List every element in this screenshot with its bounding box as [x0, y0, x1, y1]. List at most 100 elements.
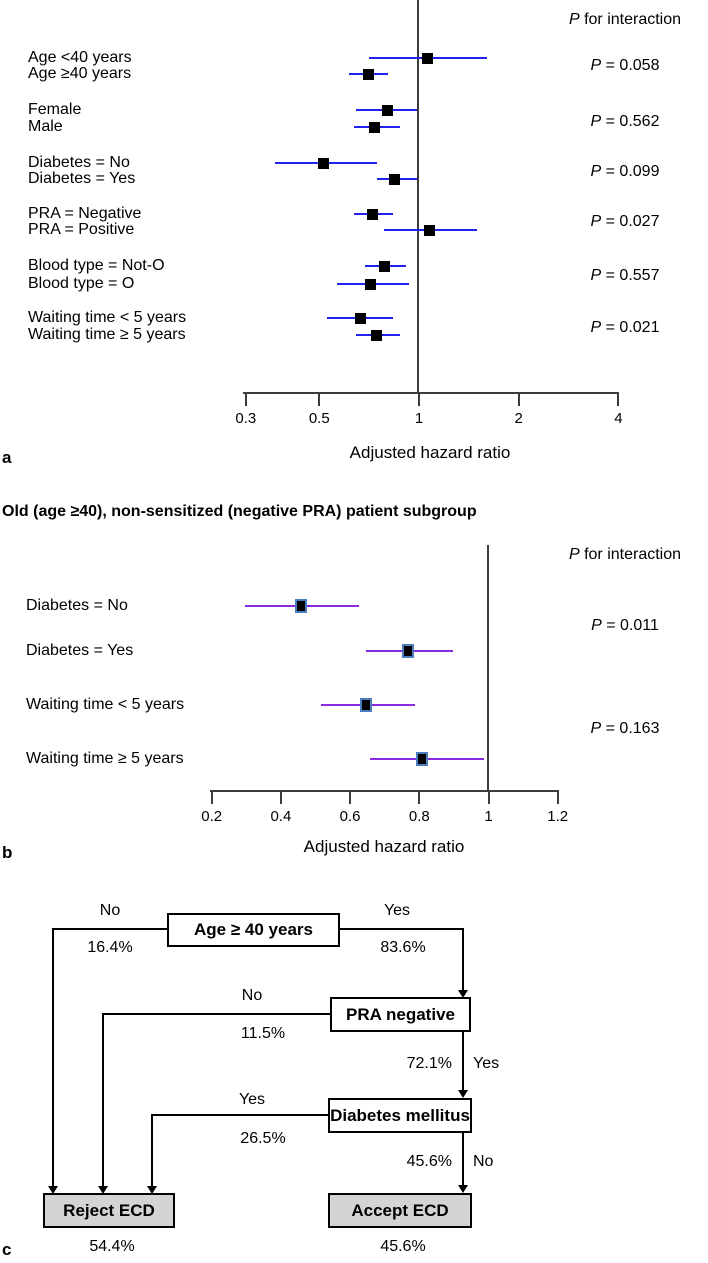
- edge-age-no-pct: 16.4%: [87, 939, 133, 956]
- edge-age-yes-answer: Yes: [383, 902, 411, 919]
- point-estimate-marker: [369, 121, 381, 133]
- edge-age-yes-vline: [462, 928, 464, 991]
- x-axis-tick-label: 0.6: [339, 808, 361, 825]
- x-axis-tick: [418, 790, 421, 804]
- point-estimate-marker: [415, 752, 428, 766]
- arrow-into-reject-3: [147, 1186, 157, 1194]
- p-value-label: P = 0.021: [590, 319, 660, 336]
- edge-dm-no-answer: No: [473, 1153, 494, 1170]
- reference-line: [417, 0, 419, 393]
- forest-row-label: PRA = Negative: [28, 205, 142, 222]
- panel-b-letter: b: [2, 843, 13, 862]
- x-axis-line: [210, 790, 559, 792]
- edge-pra-yes-answer: Yes: [473, 1055, 500, 1072]
- forest-row-label: Diabetes = No: [26, 597, 128, 614]
- forest-row-label: Male: [28, 118, 63, 135]
- edge-pra-no-hline: [102, 1013, 330, 1015]
- arrow-into-pra: [458, 990, 468, 998]
- p-for-interaction-header: P for interaction: [568, 546, 682, 563]
- arrow-into-diabetes: [458, 1090, 468, 1098]
- point-estimate-marker: [367, 208, 379, 220]
- p-value-label: P = 0.027: [590, 213, 660, 230]
- forest-row-label: Female: [28, 101, 82, 118]
- p-value-label: P = 0.163: [590, 720, 660, 737]
- forest-row-label: Age <40 years: [28, 49, 132, 66]
- tree-node-age: Age ≥ 40 years: [167, 913, 340, 947]
- edge-age-no-hline: [52, 928, 167, 930]
- x-axis-tick: [418, 392, 420, 406]
- edge-dm-no-vline: [462, 1133, 464, 1186]
- x-axis-tick-label: 1.2: [547, 808, 569, 825]
- x-axis-tick: [617, 392, 620, 406]
- x-axis-tick: [279, 790, 282, 804]
- panel-c-letter: c: [2, 1240, 12, 1259]
- p-value-label: P = 0.011: [591, 617, 659, 634]
- edge-dm-yes-vline: [151, 1114, 153, 1187]
- forest-row-label: Diabetes = Yes: [28, 170, 136, 187]
- point-estimate-marker: [423, 224, 435, 236]
- tree-node-diabetes: Diabetes mellitus: [328, 1098, 472, 1133]
- forest-row-label: Age ≥40 years: [28, 65, 132, 82]
- forest-row-label: Blood type = O: [28, 275, 135, 292]
- x-axis-tick-label: 0.4: [270, 808, 292, 825]
- point-estimate-marker: [360, 698, 373, 712]
- edge-dm-no-pct: 45.6%: [406, 1153, 452, 1170]
- edge-pra-yes-pct: 72.1%: [406, 1055, 452, 1072]
- p-for-interaction-header: P for interaction: [568, 11, 682, 28]
- edge-pra-no-answer: No: [241, 987, 263, 1004]
- x-axis-tick: [210, 790, 213, 804]
- forest-row-label: PRA = Positive: [28, 221, 135, 238]
- x-axis-tick-label: 0.5: [308, 410, 330, 427]
- edge-dm-yes-hline: [151, 1114, 328, 1116]
- point-estimate-marker: [363, 68, 375, 80]
- x-axis-tick-label: 2: [514, 410, 523, 427]
- forest-row-label: Blood type = Not-O: [28, 257, 165, 274]
- x-axis-tick: [487, 790, 490, 804]
- tree-node-pra: PRA negative: [330, 997, 471, 1032]
- panel-a-letter: a: [2, 448, 12, 467]
- x-axis-tick: [244, 392, 247, 406]
- x-axis-tick-label: 0.8: [408, 808, 430, 825]
- point-estimate-marker: [371, 329, 383, 341]
- forest-row-label: Diabetes = Yes: [26, 642, 134, 659]
- tree-node-accept-ecd: Accept ECD: [328, 1193, 472, 1228]
- reference-line: [486, 545, 489, 791]
- x-axis-tick: [318, 392, 321, 406]
- point-estimate-marker: [354, 312, 366, 324]
- arrow-into-reject-1: [48, 1186, 58, 1194]
- reject-ecd-pct: 54.4%: [89, 1238, 135, 1255]
- forest-row-label: Waiting time < 5 years: [26, 696, 185, 713]
- x-axis-line: [243, 392, 619, 394]
- panel-b-title: Old (age ≥40), non-sensitized (negative …: [2, 503, 477, 520]
- x-axis-tick-label: 1: [484, 808, 493, 825]
- arrow-into-reject-2: [98, 1186, 108, 1194]
- tree-node-reject-ecd: Reject ECD: [43, 1193, 175, 1228]
- forest-row-label: Waiting time ≥ 5 years: [26, 750, 184, 767]
- point-estimate-marker: [365, 278, 377, 290]
- x-axis-tick-label: 1: [414, 410, 424, 427]
- edge-pra-yes-vline: [462, 1032, 464, 1091]
- edge-dm-yes-pct: 26.5%: [240, 1130, 286, 1147]
- x-axis-tick-label: 0.2: [201, 808, 223, 825]
- point-estimate-marker: [401, 644, 414, 658]
- point-estimate-marker: [382, 104, 394, 116]
- edge-age-no-answer: No: [99, 902, 121, 919]
- p-value-label: P = 0.557: [590, 267, 660, 284]
- edge-age-no-vline: [52, 928, 54, 1187]
- x-axis-tick: [349, 790, 352, 804]
- edge-age-yes-hline: [340, 928, 464, 930]
- p-value-label: P = 0.562: [590, 113, 660, 130]
- point-estimate-marker: [294, 599, 307, 613]
- forest-row-label: Diabetes = No: [28, 154, 130, 171]
- point-estimate-marker: [378, 260, 390, 272]
- accept-ecd-pct: 45.6%: [380, 1238, 426, 1255]
- forest-row-label: Waiting time < 5 years: [28, 309, 187, 326]
- edge-dm-yes-answer: Yes: [238, 1091, 266, 1108]
- panel-a-x-axis-title: Adjusted hazard ratio: [349, 443, 511, 462]
- arrow-into-accept: [458, 1185, 468, 1193]
- x-axis-tick: [517, 392, 520, 406]
- point-estimate-marker: [318, 157, 330, 169]
- point-estimate-marker: [422, 52, 434, 64]
- point-estimate-marker: [389, 173, 401, 185]
